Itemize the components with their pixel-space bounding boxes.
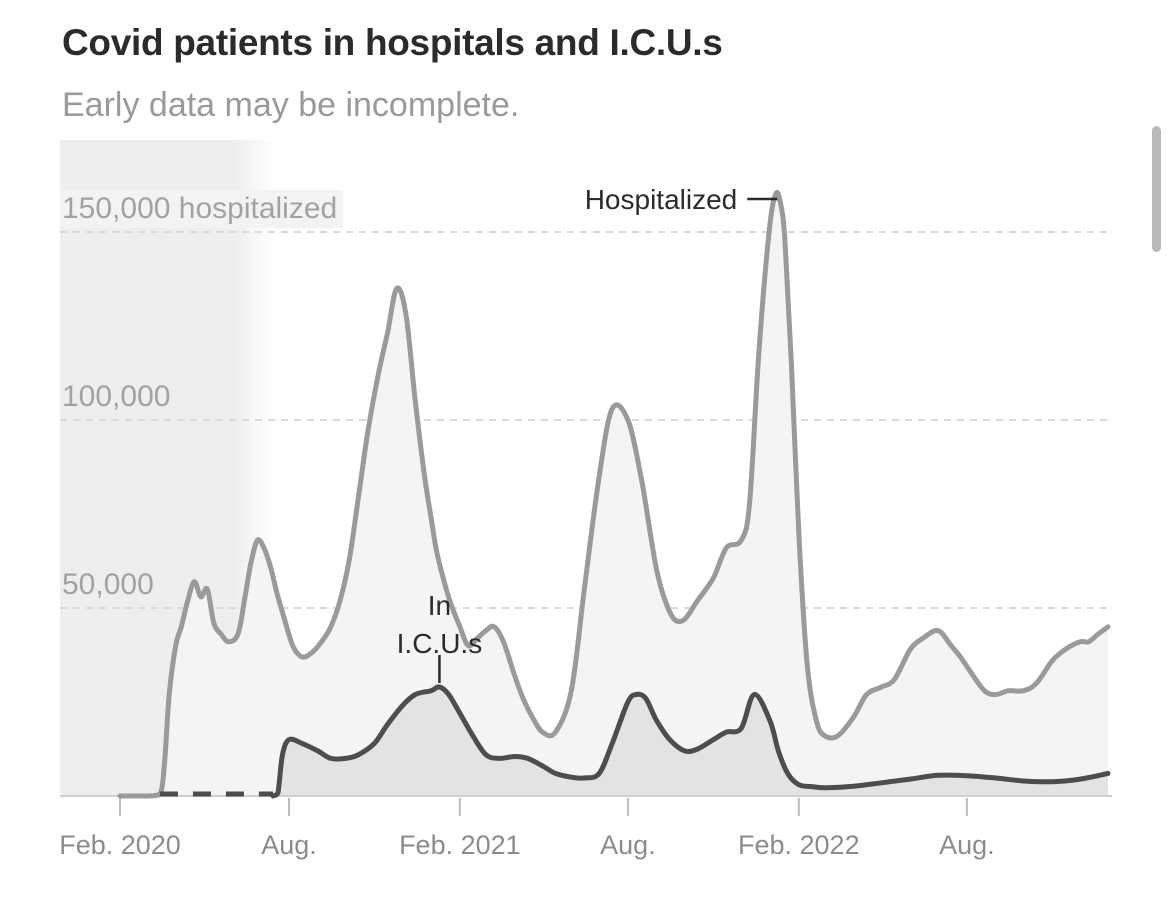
icu-label-line-0: In: [428, 590, 451, 621]
series-annotations: Hospitalized In I.C.U.s: [397, 184, 778, 683]
x-tick-label-2: Feb. 2021: [399, 830, 521, 860]
x-tick-label-0: Feb. 2020: [59, 830, 181, 860]
hospitalized-area: [120, 192, 1109, 797]
y-tick-label-0: 150,000 hospitalized: [62, 192, 337, 225]
scrollbar-thumb[interactable]: [1152, 126, 1161, 252]
x-tick-label-4: Feb. 2022: [738, 830, 860, 860]
y-label-bg-0: [60, 190, 344, 228]
hospitalized-label: Hospitalized: [585, 184, 738, 215]
x-tick-label-1: Aug.: [261, 830, 317, 860]
x-tick-label-3: Aug.: [600, 830, 656, 860]
x-axis-ticks: Feb. 2020 Aug. Feb. 2021 Aug. Feb. 2022 Aug.: [59, 798, 995, 860]
x-tick-label-5: Aug.: [939, 830, 995, 860]
icu-area: [273, 686, 1109, 796]
icu-series-line: [270, 684, 1111, 799]
y-axis-labels: 150,000 hospitalized 100,000 50,000: [60, 190, 344, 601]
y-tick-label-1: 100,000: [62, 380, 170, 413]
hospitalized-series-line: [117, 189, 1111, 799]
chart-subtitle: Early data may be incomplete.: [62, 86, 520, 124]
icu-label-line-1: I.C.U.s: [397, 628, 483, 659]
chart-title: Covid patients in hospitals and I.C.U.s: [62, 22, 723, 63]
y-tick-label-2: 50,000: [62, 568, 154, 601]
